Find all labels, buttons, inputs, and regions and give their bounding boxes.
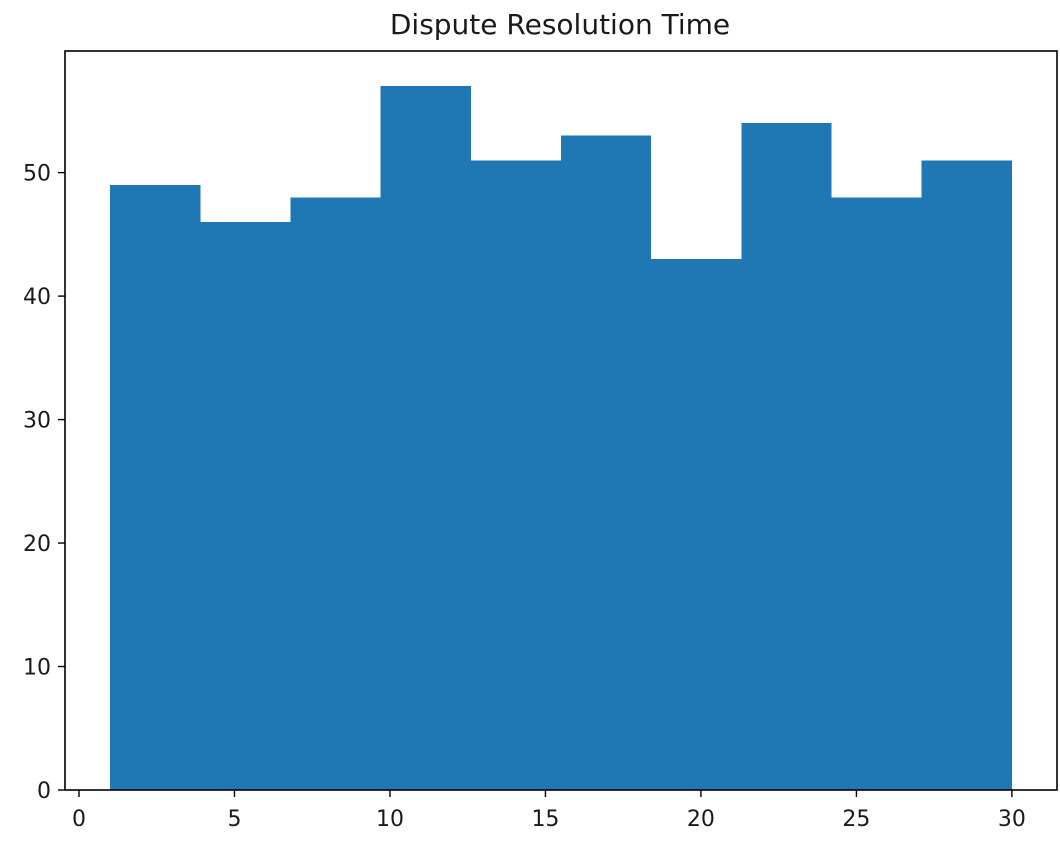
histogram-bar-9 [831,197,922,790]
x-tick-label: 25 [842,807,870,832]
x-tick-label: 30 [998,807,1026,832]
x-tick-label: 0 [72,807,86,832]
chart-title: Dispute Resolution Time [390,8,730,41]
x-tick-label: 20 [687,807,715,832]
histogram-bar-8 [741,123,832,790]
histogram-bar-2 [200,222,291,790]
histogram-bar-1 [110,184,201,790]
histogram-bar-3 [290,197,381,790]
y-tick-label: 0 [37,779,51,804]
y-tick-label: 30 [23,409,51,434]
x-tick-label: 5 [227,807,241,832]
plot-frame [64,50,1058,791]
bars-layer [110,86,1012,790]
axes-layer: 0 5 10 15 20 25 30 0 10 20 30 40 50 [23,50,1058,832]
histogram-bar-6 [561,135,652,790]
histogram-bar-7 [651,259,742,790]
histogram-bar-4 [380,86,471,790]
y-tick-label: 20 [23,532,51,557]
x-tick-label: 10 [376,807,404,832]
histogram-bar-10 [921,160,1012,790]
histogram-bar-5 [470,160,561,790]
y-tick-label: 40 [23,285,51,310]
y-tick-label: 10 [23,656,51,681]
y-tick-label: 50 [23,162,51,187]
x-tick-label: 15 [531,807,559,832]
